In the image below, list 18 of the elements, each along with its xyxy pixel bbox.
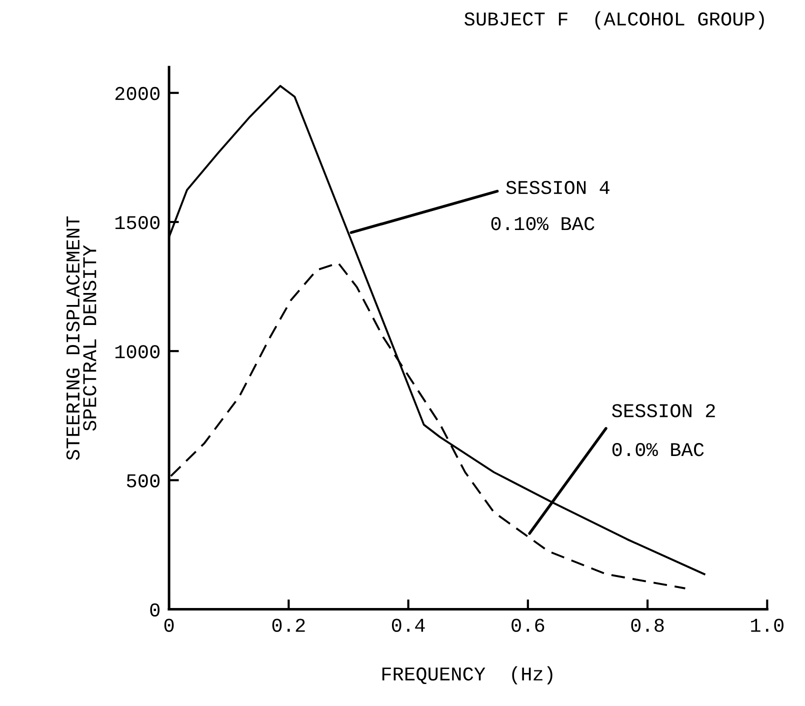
y-tick-label: 1500 bbox=[115, 216, 160, 230]
annotation: SESSION 4 bbox=[506, 180, 610, 194]
y-axis-title: STEERING DISPLACEMENT SPECTRAL DENSITY bbox=[66, 216, 96, 460]
chart-title: SUBJECT F (ALCOHOL GROUP) bbox=[464, 11, 764, 30]
x-tick-label: 0 bbox=[164, 618, 174, 632]
annotation: 0.10% BAC bbox=[491, 217, 594, 230]
annotation: 0.0% BAC bbox=[612, 442, 704, 456]
y-tick-label: 0 bbox=[150, 603, 160, 617]
x-axis-title: FREQUENCY (Hz) bbox=[382, 666, 552, 684]
annotation: SESSION 2 bbox=[612, 404, 715, 418]
x-tick-label: 0.4 bbox=[392, 618, 425, 632]
y-tick-label: 500 bbox=[126, 474, 160, 488]
x-tick-label: 1.0 bbox=[751, 618, 784, 632]
x-tick-label: 0.8 bbox=[631, 618, 664, 632]
y-tick-label: 1000 bbox=[115, 345, 160, 358]
y-tick-label: 2000 bbox=[115, 86, 160, 100]
x-tick-label: 0.6 bbox=[512, 618, 544, 632]
x-tick-label: 0.2 bbox=[272, 618, 305, 632]
